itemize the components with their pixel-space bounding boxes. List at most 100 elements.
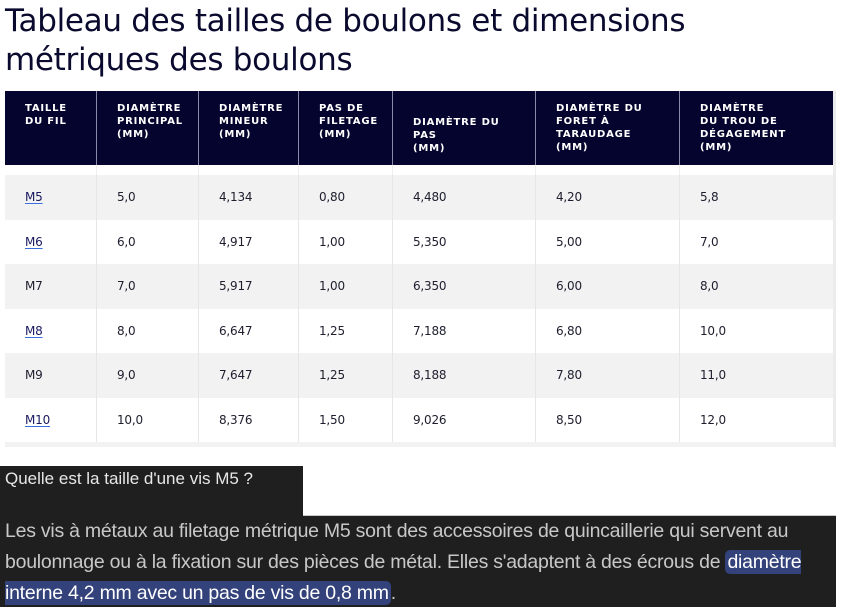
cell-value: 9,0 <box>117 368 136 383</box>
table-cell-size: M10 <box>5 397 97 442</box>
table-cell-pitch-dia: 7,188 <box>393 308 536 353</box>
snippet-answer: Les vis à métaux au filetage métrique M5… <box>5 516 835 607</box>
column-header-line: DU TROU DE <box>700 116 778 127</box>
thread-size-link[interactable]: M6 <box>25 234 43 249</box>
cell-value: 7,647 <box>219 368 253 383</box>
table-row: M7 7,0 5,917 1,00 6,350 6,00 8,0 <box>5 264 833 309</box>
column-header-line: DIAMÈTRE <box>117 103 182 114</box>
cell-value: M9 <box>25 368 43 383</box>
column-header-line: DIAMÈTRE <box>219 103 284 114</box>
column-header-line: (MM) <box>319 129 352 140</box>
table-cell-tap-drill: 6,80 <box>536 308 680 353</box>
table-cell-size: M7 <box>5 264 97 309</box>
snippet-question-box: Quelle est la taille d'une vis M5 ? <box>0 466 303 516</box>
column-header-line: DÉGAGEMENT <box>700 129 787 140</box>
table-cell-major: 7,0 <box>97 264 199 309</box>
thread-size-link[interactable]: M8 <box>25 323 43 338</box>
answer-text: Les vis à métaux au filetage métrique M5… <box>5 520 789 573</box>
table-cell-minor: 8,376 <box>199 397 299 442</box>
cell-value: 6,80 <box>556 323 582 338</box>
cell-value: 8,376 <box>219 412 253 427</box>
column-header-line: DIAMÈTRE DU <box>413 117 500 128</box>
table-cell-pitch-dia: 8,188 <box>393 353 536 398</box>
cell-value: 11,0 <box>700 368 726 383</box>
table-cell-tap-drill: 8,50 <box>536 397 680 442</box>
column-header-line: DIAMÈTRE DU <box>556 103 643 114</box>
column-header-line: (MM) <box>413 143 446 154</box>
cell-value: 1,00 <box>319 279 345 294</box>
column-header: PAS DE FILETAGE (MM) <box>299 91 393 165</box>
column-header: DIAMÈTRE DU TROU DE DÉGAGEMENT (MM) <box>680 91 833 165</box>
cell-value: 8,0 <box>117 323 136 338</box>
cell-value: 4,480 <box>413 190 447 205</box>
column-header-line: (MM) <box>556 142 589 153</box>
table-cell-clearance: 7,0 <box>680 220 833 265</box>
table-cell-tap-drill: 7,80 <box>536 353 680 398</box>
column-header-line: (MM) <box>700 142 733 153</box>
cell-value: 6,350 <box>413 279 447 294</box>
table-cell-pitch: 1,00 <box>299 219 393 264</box>
cell-value: 0,80 <box>319 190 345 205</box>
cell-value: 8,50 <box>556 412 582 427</box>
cell-value: 5,00 <box>556 234 582 249</box>
table-row: M6 6,0 4,917 1,00 5,350 5,00 7,0 <box>5 219 833 265</box>
table-body: M5 5,0 4,134 0,80 4,480 4,20 5,8 M6 6,0 4,917 1,00… <box>5 175 833 442</box>
column-header: DIAMÈTRE DU FORET À TARAUDAGE (MM) <box>536 91 680 165</box>
table-cell-pitch: 1,50 <box>299 397 393 442</box>
cell-value: 4,20 <box>556 190 582 205</box>
table-cell-clearance: 5,8 <box>680 175 833 220</box>
thread-size-link[interactable]: M10 <box>25 412 51 427</box>
cell-value: 5,917 <box>219 279 253 294</box>
table-row: M10 10,0 8,376 1,50 9,026 8,50 12,0 <box>5 397 833 443</box>
column-header-line: DIAMÈTRE <box>700 103 765 114</box>
cell-value: 9,026 <box>413 412 447 427</box>
cell-value: 6,647 <box>219 323 253 338</box>
table-cell-pitch-dia: 6,350 <box>393 264 536 309</box>
cell-value: 1,25 <box>319 368 345 383</box>
table-cell-pitch: 1,25 <box>299 353 393 398</box>
table-cell-major: 9,0 <box>97 353 199 398</box>
cell-value: 10,0 <box>117 412 143 427</box>
cell-value: 4,134 <box>219 190 253 205</box>
table-header: TAILLE DU FIL DIAMÈTRE PRINCIPAL (MM) DIAMÈTR… <box>5 91 833 165</box>
table-cell-clearance: 8,0 <box>680 264 833 309</box>
column-header-line: FORET À <box>556 116 610 127</box>
table-cell-pitch: 1,00 <box>299 264 393 309</box>
column-header-line: FILETAGE <box>319 116 378 127</box>
table-cell-pitch-dia: 4,480 <box>393 175 536 220</box>
table-cell-pitch-dia: 9,026 <box>393 397 536 442</box>
bolt-size-table: TAILLE DU FIL DIAMÈTRE PRINCIPAL (MM) DIAMÈTR… <box>5 91 836 447</box>
cell-value: 6,00 <box>556 279 582 294</box>
cell-value: 7,0 <box>117 279 136 294</box>
column-header-line: (MM) <box>117 129 150 140</box>
table-cell-clearance: 12,0 <box>680 398 833 443</box>
page-title: Tableau des tailles de boulons et dimens… <box>5 3 686 78</box>
table-cell-pitch: 1,25 <box>299 308 393 353</box>
cell-value: 8,0 <box>700 279 719 294</box>
table-cell-major: 8,0 <box>97 308 199 353</box>
thread-size-link[interactable]: M5 <box>25 190 43 205</box>
table-cell-minor: 7,647 <box>199 353 299 398</box>
table-cell-minor: 6,647 <box>199 308 299 353</box>
cell-value: 5,8 <box>700 190 719 205</box>
snippet-answer-box: Les vis à métaux au filetage métrique M5… <box>0 516 836 607</box>
table-cell-major: 5,0 <box>97 175 199 220</box>
cell-value: 4,917 <box>219 234 253 249</box>
column-header-line: DU FIL <box>25 116 67 127</box>
table-cell-tap-drill: 6,00 <box>536 264 680 309</box>
table-cell-major: 6,0 <box>97 219 199 264</box>
cell-value: 1,00 <box>319 234 345 249</box>
table-cell-size: M8 <box>5 308 97 353</box>
column-header-line: TAILLE <box>25 103 67 114</box>
cell-value: M7 <box>25 279 43 294</box>
table-row: M8 8,0 6,647 1,25 7,188 6,80 10,0 <box>5 308 833 353</box>
table-row: M9 9,0 7,647 1,25 8,188 7,80 11,0 <box>5 353 833 398</box>
column-header: TAILLE DU FIL <box>5 91 97 165</box>
cell-value: 6,0 <box>117 234 136 249</box>
table-cell-pitch-dia: 5,350 <box>393 219 536 264</box>
table-cell-pitch: 0,80 <box>299 175 393 220</box>
table-cell-tap-drill: 5,00 <box>536 219 680 264</box>
cell-value: 1,50 <box>319 412 345 427</box>
table-cell-size: M9 <box>5 353 97 398</box>
column-header: DIAMÈTRE DU PAS (MM) <box>393 91 536 165</box>
